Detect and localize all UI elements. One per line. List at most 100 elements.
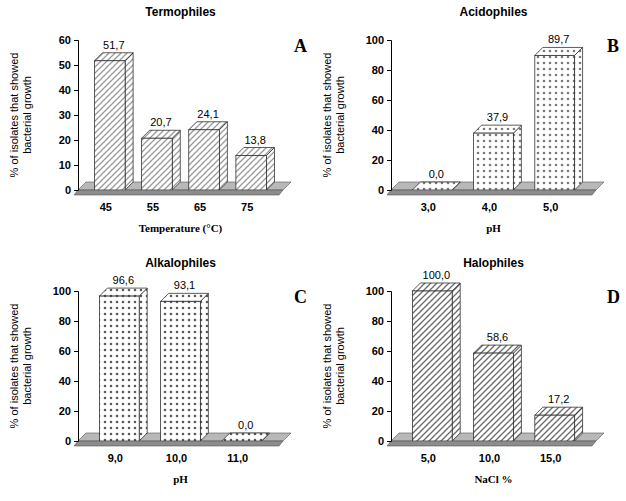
tick-mark <box>387 291 391 292</box>
y-tick: 80 <box>59 315 78 327</box>
y-label: % of isolates that showedbacterial growt… <box>8 304 33 429</box>
panel-letter: D <box>607 287 620 307</box>
floor-edge <box>387 190 596 195</box>
data-label: 51,7 <box>103 39 124 51</box>
data-label: 24,1 <box>197 108 218 120</box>
bars <box>99 288 269 441</box>
y-tick: 0 <box>65 435 78 447</box>
tick-label: 80 <box>59 315 71 327</box>
bar-side <box>452 283 460 441</box>
tick-label: 65 <box>194 201 206 213</box>
y-tick: 40 <box>59 84 78 96</box>
title: Alkalophiles <box>145 256 216 270</box>
tick-label: 10,0 <box>479 452 500 464</box>
tick-mark <box>387 40 391 41</box>
bar-side <box>219 122 227 190</box>
bar <box>412 190 452 191</box>
tick-mark <box>74 441 78 442</box>
tick-mark <box>387 441 391 442</box>
x-axis: 9,0 10,0 11,0 <box>108 446 248 464</box>
tick-mark <box>74 65 78 66</box>
tick-label: 9,0 <box>108 452 123 464</box>
data-label: 96,6 <box>113 274 134 286</box>
tick-mark <box>74 351 78 352</box>
axis-line <box>74 292 79 442</box>
bars <box>412 47 582 190</box>
tick-label: 45 <box>100 201 112 213</box>
data-label: 37,9 <box>487 111 508 123</box>
tick-mark <box>74 40 78 41</box>
x-tick: 10,0 <box>166 446 187 464</box>
data-label: 89,7 <box>548 33 569 45</box>
y-tick: 60 <box>372 94 391 106</box>
tick-mark <box>74 411 78 412</box>
bar-top <box>142 130 181 138</box>
axis-line <box>74 41 79 191</box>
tick-mark <box>387 190 391 191</box>
y-tick: 20 <box>372 405 391 417</box>
panel: 0,037,989,70204060801003,04,05,0Acidophi… <box>321 5 619 234</box>
y-tick: 80 <box>372 64 391 76</box>
x-axis: 3,04,05,0 <box>421 195 559 213</box>
x-tick: 55 <box>147 195 159 213</box>
data-label: 0,0 <box>238 419 253 431</box>
tick-label: 100 <box>53 285 71 297</box>
bar-top <box>161 293 209 301</box>
tick-label: 4,0 <box>482 201 497 213</box>
tick-label: 0 <box>378 435 384 447</box>
bar <box>94 61 125 190</box>
x-tick: 45 <box>100 195 112 213</box>
tick-mark <box>74 165 78 166</box>
y-tick: 60 <box>59 345 78 357</box>
y-axis: 0102030405060 <box>59 34 79 196</box>
floor-edge <box>74 190 283 195</box>
tick-mark <box>387 351 391 352</box>
tick-label: 60 <box>372 94 384 106</box>
tick-mark <box>387 160 391 161</box>
bar-top <box>236 148 275 156</box>
tick-label: 20 <box>59 405 71 417</box>
bar <box>189 130 220 190</box>
bars <box>94 53 274 190</box>
tick-label: 40 <box>59 84 71 96</box>
axis-line <box>387 292 392 442</box>
tick-label: 20 <box>372 405 384 417</box>
title: Termophiles <box>145 5 216 19</box>
figure: 51,720,724,113,8010203040506045556575Ter… <box>0 0 626 501</box>
y-tick: 100 <box>53 285 78 297</box>
x-label: pH <box>486 222 501 234</box>
bar-top <box>474 345 522 353</box>
tick-label: 11,0 <box>227 452 248 464</box>
data-label: 13,8 <box>244 134 265 146</box>
data-label: 17,2 <box>548 393 569 405</box>
tick-mark <box>74 140 78 141</box>
y-tick: 50 <box>59 59 78 71</box>
tick-label: 15,0 <box>540 452 561 464</box>
bar <box>535 55 575 190</box>
floor-edge <box>74 441 283 446</box>
tick-label: 10,0 <box>166 452 187 464</box>
x-label: NaCl % <box>474 473 512 485</box>
y-tick: 60 <box>59 34 78 46</box>
x-tick: 5,0 <box>543 195 558 213</box>
x-tick: 9,0 <box>108 446 123 464</box>
y-tick: 20 <box>372 154 391 166</box>
y-tick: 0 <box>65 184 78 196</box>
panel-letter: C <box>294 287 307 307</box>
tick-label: 10 <box>59 159 71 171</box>
bars <box>412 283 582 441</box>
tick-mark <box>387 100 391 101</box>
floor-edge <box>387 441 596 446</box>
data-label: 20,7 <box>150 116 171 128</box>
bar <box>222 441 262 442</box>
y-tick: 40 <box>372 375 391 387</box>
tick-label: 60 <box>59 34 71 46</box>
y-tick: 0 <box>378 435 391 447</box>
tick-label: 40 <box>372 124 384 136</box>
panel: 100,058,617,20204060801005,010,015,0Halo… <box>321 256 620 485</box>
title: Acidophiles <box>459 5 527 19</box>
y-label: % of isolates that showedbacterial growt… <box>321 304 346 429</box>
y-tick: 100 <box>366 285 391 297</box>
x-tick: 10,0 <box>479 446 500 464</box>
tick-label: 20 <box>59 134 71 146</box>
